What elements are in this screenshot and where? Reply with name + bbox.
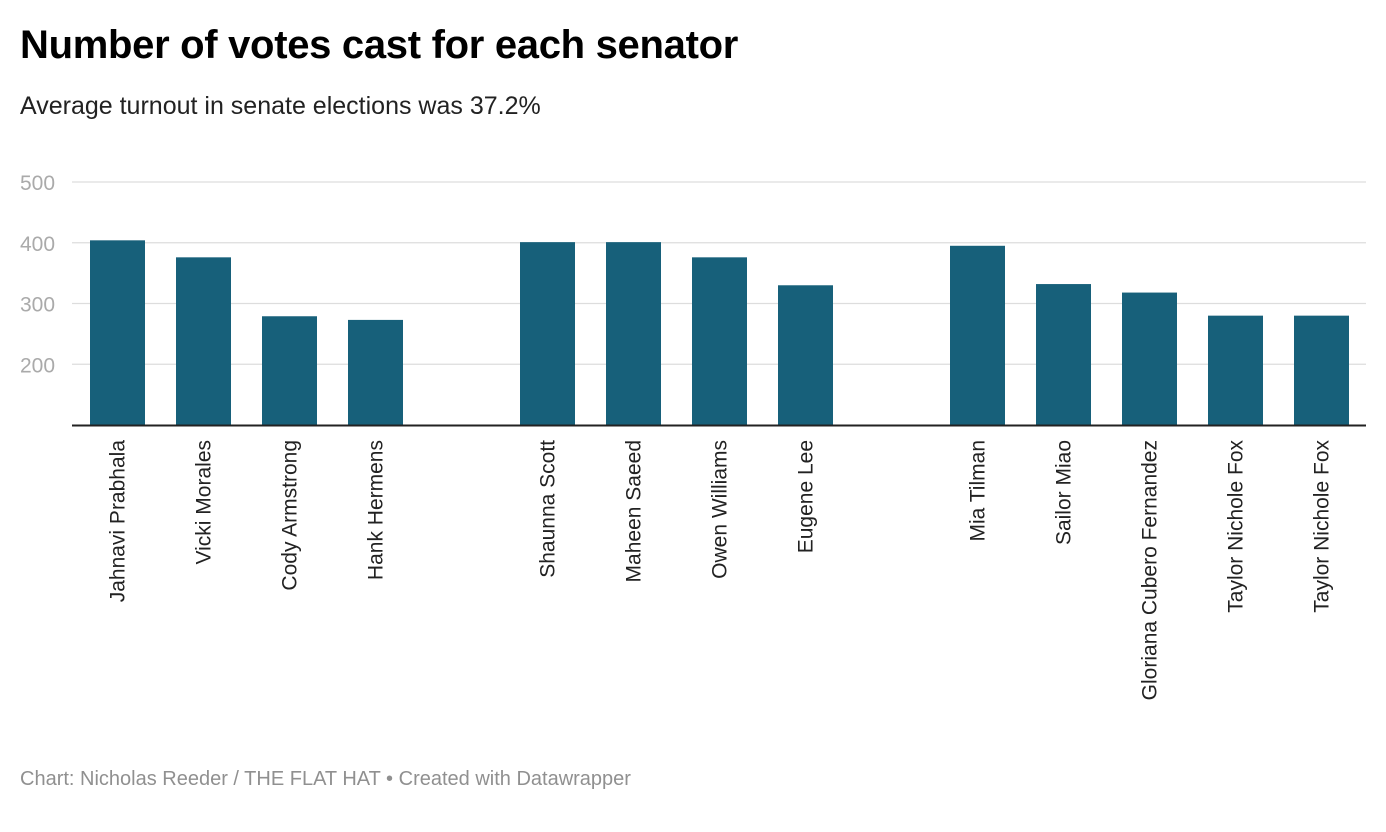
x-category-label: Eugene Lee <box>795 440 818 553</box>
bar-chart: 200 300 400 500 Jahnavi Prabhala Vicki Moral… <box>20 172 1366 701</box>
y-axis-ticks: 200 300 400 500 <box>20 172 55 377</box>
x-category-label: Jahnavi Prabhala <box>107 440 130 603</box>
footer-tool-link[interactable]: Created with Datawrapper <box>398 768 631 790</box>
bar <box>950 245 1005 425</box>
x-category-label: Hank Hermens <box>365 440 388 580</box>
y-tick-label: 500 <box>20 172 55 195</box>
y-tick-label: 300 <box>20 294 55 317</box>
x-category-label: Shaunna Scott <box>537 440 560 578</box>
footer-credit: Chart: Nicholas Reeder / THE FLAT HAT <box>20 768 381 790</box>
bar <box>778 285 833 425</box>
chart-title: Number of votes cast for each senator <box>20 23 739 67</box>
bar <box>1208 315 1263 425</box>
bar <box>1122 292 1177 425</box>
bar <box>606 242 661 425</box>
x-category-label: Taylor Nichole Fox <box>1311 440 1334 613</box>
bar <box>348 319 403 425</box>
x-category-label: Maheen Saeed <box>623 440 646 582</box>
chart-subtitle: Average turnout in senate elections was … <box>20 92 541 120</box>
bar <box>90 240 145 425</box>
bars <box>90 240 1349 425</box>
x-category-label: Owen Williams <box>709 440 732 579</box>
bar <box>176 257 231 425</box>
x-category-label: Mia Tilman <box>967 440 990 542</box>
footer-separator: • <box>380 768 399 790</box>
chart-footer: Chart: Nicholas Reeder / THE FLAT HAT • … <box>20 766 631 792</box>
x-category-label: Vicki Morales <box>193 440 216 564</box>
bar <box>262 316 317 425</box>
bar <box>1294 315 1349 425</box>
x-category-label: Sailor Miao <box>1053 440 1076 545</box>
x-axis-labels: Jahnavi Prabhala Vicki Morales Cody Armstr… <box>107 440 1334 701</box>
bar <box>1036 284 1091 425</box>
x-category-label: Gloriana Cubero Fernandez <box>1139 440 1162 700</box>
bar <box>692 257 747 425</box>
x-category-label: Taylor Nichole Fox <box>1225 440 1248 613</box>
y-tick-label: 200 <box>20 354 55 377</box>
y-tick-label: 400 <box>20 233 55 256</box>
x-category-label: Cody Armstrong <box>279 440 302 591</box>
bar <box>520 242 575 425</box>
